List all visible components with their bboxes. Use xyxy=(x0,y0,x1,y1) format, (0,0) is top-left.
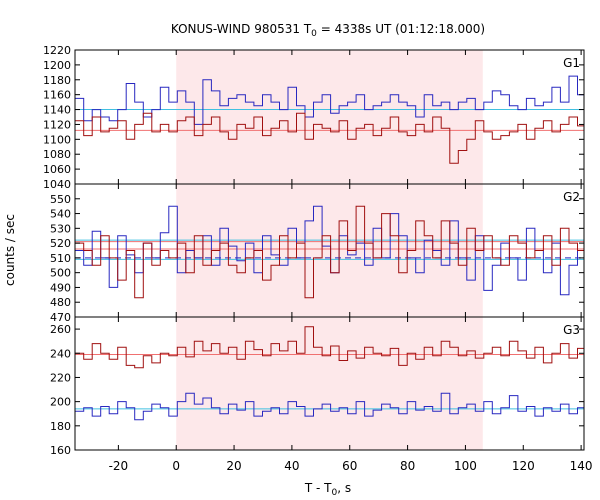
series-red-g3 xyxy=(75,326,584,369)
chart-title: KONUS-WIND 980531 T0 = 4338s UT (01:12:1… xyxy=(171,22,485,39)
chart-title-prefix: KONUS-WIND 980531 T xyxy=(171,22,312,36)
x-tick-label-60: 60 xyxy=(342,459,357,473)
y-tick-label-g2-500: 500 xyxy=(50,267,71,280)
frame-layer: 1040106010801100112011401160118012001220… xyxy=(43,44,593,473)
panel-label-g3: G3 xyxy=(563,323,580,337)
y-tick-label-g2-520: 520 xyxy=(50,237,71,250)
series-red-g1 xyxy=(75,112,584,164)
highlight-interval xyxy=(176,50,483,450)
x-tick-label-100: 100 xyxy=(454,459,477,473)
y-tick-label-g1-1080: 1080 xyxy=(43,148,71,161)
x-tick-label-40: 40 xyxy=(284,459,299,473)
x-tick-label--20: -20 xyxy=(109,459,129,473)
x-axis-label-suffix: , s xyxy=(337,481,351,495)
panel-frame-g3 xyxy=(74,316,585,451)
y-tick-label-g2-530: 530 xyxy=(50,222,71,235)
y-tick-label-g2-540: 540 xyxy=(50,208,71,221)
y-tick-label-g1-1180: 1180 xyxy=(43,74,71,87)
panel-g3 xyxy=(75,326,584,421)
y-axis-label: counts / sec xyxy=(3,214,17,286)
chart-title-suffix: = 4338s UT (01:12:18.000) xyxy=(317,22,485,36)
highlight-layer xyxy=(176,50,483,450)
y-tick-label-g1-1040: 1040 xyxy=(43,178,71,191)
x-axis-label-prefix: T - T xyxy=(304,481,332,495)
y-tick-label-g1-1160: 1160 xyxy=(43,89,71,102)
y-tick-label-g2-480: 480 xyxy=(50,296,71,309)
panel-g2 xyxy=(75,205,584,299)
x-tick-label-140: 140 xyxy=(570,459,593,473)
panel-label-g2: G2 xyxy=(563,190,580,204)
chart-title-subscript: 0 xyxy=(311,29,317,39)
y-tick-label-g2-470: 470 xyxy=(50,311,71,324)
x-axis-label-subscript: 0 xyxy=(332,488,338,498)
panel-label-g1: G1 xyxy=(563,56,580,70)
y-tick-label-g2-490: 490 xyxy=(50,281,71,294)
panel-g1 xyxy=(75,75,584,164)
y-tick-label-g1-1060: 1060 xyxy=(43,163,71,176)
x-tick-label-120: 120 xyxy=(512,459,535,473)
x-axis-label: T - T0, s xyxy=(304,481,351,498)
y-tick-label-g3-220: 220 xyxy=(50,371,71,384)
x-tick-label-80: 80 xyxy=(400,459,415,473)
x-tick-label-20: 20 xyxy=(226,459,241,473)
y-tick-label-g1-1140: 1140 xyxy=(43,104,71,117)
y-tick-label-g1-1100: 1100 xyxy=(43,133,71,146)
y-tick-label-g3-260: 260 xyxy=(50,323,71,336)
panels-layer xyxy=(75,75,584,421)
y-tick-label-g3-180: 180 xyxy=(50,420,71,433)
y-tick-label-g2-510: 510 xyxy=(50,252,71,265)
y-tick-label-g3-200: 200 xyxy=(50,396,71,409)
y-tick-label-g3-240: 240 xyxy=(50,347,71,360)
x-tick-label-0: 0 xyxy=(172,459,180,473)
series-blue-g1 xyxy=(75,75,584,125)
y-tick-label-g1-1120: 1120 xyxy=(43,118,71,131)
series-red-g2 xyxy=(75,205,584,299)
y-tick-label-g2-550: 550 xyxy=(50,193,71,206)
series-blue-g3 xyxy=(75,392,584,421)
y-tick-label-g3-160: 160 xyxy=(50,444,71,457)
y-tick-label-g1-1200: 1200 xyxy=(43,59,71,72)
y-tick-label-g1-1220: 1220 xyxy=(43,44,71,57)
